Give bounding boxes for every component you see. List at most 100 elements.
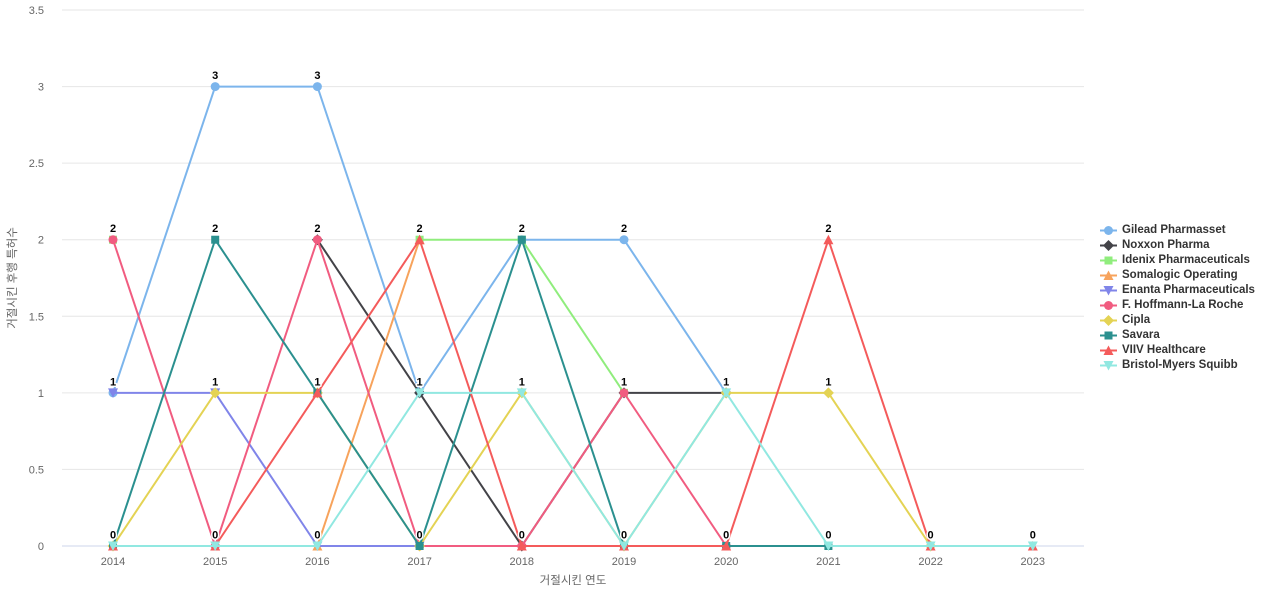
legend-item-cipla[interactable]: Cipla (1100, 313, 1255, 328)
data-label: 1 (621, 376, 627, 388)
data-label: 0 (621, 530, 627, 542)
marker-f-hoffmann-la-roche (619, 388, 629, 398)
series-bristol-myers-squibb (108, 388, 1038, 551)
legend-item-f-hoffmann-la-roche[interactable]: F. Hoffmann-La Roche (1100, 298, 1255, 313)
legend-marker-gilead-pharmasset (1104, 226, 1113, 235)
legend-item-label: Idenix Pharmaceuticals (1122, 254, 1250, 266)
marker-f-hoffmann-la-roche (312, 235, 322, 245)
y-tick-label: 2 (38, 235, 44, 247)
marker-bristol-myers-squibb (210, 541, 221, 551)
data-label: 2 (212, 223, 218, 235)
legend-marker-icon (1100, 240, 1117, 251)
marker-bristol-myers-squibb (619, 541, 629, 551)
data-label: 2 (621, 223, 627, 235)
legend-item-label: Savara (1122, 329, 1160, 341)
data-label: 0 (928, 530, 934, 542)
marker-viiv-healthcare (414, 234, 425, 245)
data-label: 0 (723, 530, 729, 542)
legend-marker-savara (1104, 331, 1113, 340)
legend-marker-enanta-pharmaceuticals (1103, 286, 1114, 296)
marker-savara (211, 235, 220, 244)
marker-bristol-myers-squibb (823, 541, 834, 551)
legend-item-bristol-myers-squibb[interactable]: Bristol-Myers Squibb (1100, 358, 1255, 373)
y-axis-title: 거절시킨 후행 특허수 (5, 227, 19, 329)
legend-item-label: F. Hoffmann-La Roche (1122, 299, 1244, 311)
data-label: 3 (314, 70, 320, 82)
legend-marker-icon (1100, 331, 1117, 340)
marker-viiv-healthcare (516, 541, 527, 551)
marker-bristol-myers-squibb (516, 388, 527, 398)
legend-marker-idenix-pharmaceuticals (1104, 256, 1113, 265)
legend-marker-icon (1100, 315, 1117, 326)
marker-viiv-healthcare (312, 387, 323, 398)
legend-marker-viiv-healthcare (1103, 345, 1114, 355)
marker-f-hoffmann-la-roche (108, 235, 118, 245)
data-label: 3 (212, 70, 218, 82)
x-tick-label: 2023 (1021, 556, 1045, 568)
legend-marker-icon (1100, 226, 1117, 235)
x-tick-label: 2018 (510, 556, 534, 568)
marker-gilead-pharmasset (210, 82, 220, 92)
data-label: 1 (212, 376, 218, 388)
data-label: 0 (110, 530, 116, 542)
legend-item-label: Noxxon Pharma (1122, 239, 1210, 251)
legend-marker-cipla (1103, 315, 1114, 326)
marker-savara (415, 542, 424, 550)
y-tick-label: 0 (38, 541, 44, 553)
legend-marker-bristol-myers-squibb (1103, 361, 1114, 371)
legend-item-label: Somalogic Operating (1122, 269, 1238, 281)
legend-item-idenix-pharmaceuticals[interactable]: Idenix Pharmaceuticals (1100, 253, 1255, 268)
data-label: 0 (314, 530, 320, 542)
x-axis-title: 거절시킨 연도 (540, 573, 607, 587)
series-line-bristol-myers-squibb (112, 391, 1034, 547)
legend-marker-noxxon-pharma (1103, 240, 1114, 251)
legend-item-label: Gilead Pharmasset (1122, 224, 1226, 236)
data-label: 2 (825, 223, 831, 235)
data-label: 1 (417, 376, 423, 388)
data-label: 2 (314, 223, 320, 235)
legend-marker-icon (1100, 361, 1117, 371)
legend-marker-somalogic-operating (1103, 270, 1114, 280)
legend-marker-icon (1100, 345, 1117, 355)
data-label: 1 (110, 376, 116, 388)
y-tick-label: 2.5 (29, 158, 44, 170)
x-tick-label: 2015 (203, 556, 227, 568)
x-tick-label: 2022 (918, 556, 942, 568)
data-label: 1 (825, 376, 831, 388)
data-label: 1 (314, 376, 320, 388)
y-tick-label: 0.5 (29, 464, 44, 476)
legend-item-gilead-pharmasset[interactable]: Gilead Pharmasset (1100, 223, 1255, 238)
x-tick-label: 2016 (305, 556, 329, 568)
legend-item-label: Enanta Pharmaceuticals (1122, 284, 1255, 296)
marker-bristol-myers-squibb (108, 541, 118, 551)
data-label: 0 (417, 530, 423, 542)
legend-marker-icon (1100, 286, 1117, 296)
marker-enanta-pharmaceuticals (108, 388, 118, 398)
legend-item-somalogic-operating[interactable]: Somalogic Operating (1100, 268, 1255, 283)
legend-marker-f-hoffmann-la-roche (1104, 301, 1113, 310)
data-label: 2 (110, 223, 116, 235)
data-label: 2 (519, 223, 525, 235)
marker-viiv-healthcare (823, 234, 834, 245)
legend-item-noxxon-pharma[interactable]: Noxxon Pharma (1100, 238, 1255, 253)
y-tick-label: 1 (38, 388, 44, 400)
marker-cipla (209, 387, 221, 399)
x-tick-label: 2019 (612, 556, 636, 568)
x-tick-label: 2020 (714, 556, 738, 568)
legend-item-enanta-pharmaceuticals[interactable]: Enanta Pharmaceuticals (1100, 283, 1255, 298)
legend-marker-icon (1100, 256, 1117, 265)
marker-viiv-healthcare (721, 541, 732, 551)
marker-savara (517, 235, 526, 244)
legend-item-savara[interactable]: Savara (1100, 328, 1255, 343)
marker-bristol-myers-squibb (414, 388, 425, 398)
marker-bristol-myers-squibb (925, 541, 936, 551)
marker-bristol-myers-squibb (312, 541, 323, 551)
data-label: 1 (519, 376, 525, 388)
legend-item-viiv-healthcare[interactable]: VIIV Healthcare (1100, 343, 1255, 358)
marker-bristol-myers-squibb (1027, 541, 1038, 551)
data-label: 0 (212, 530, 218, 542)
x-tick-label: 2014 (101, 556, 125, 568)
legend-item-label: Cipla (1122, 314, 1151, 326)
